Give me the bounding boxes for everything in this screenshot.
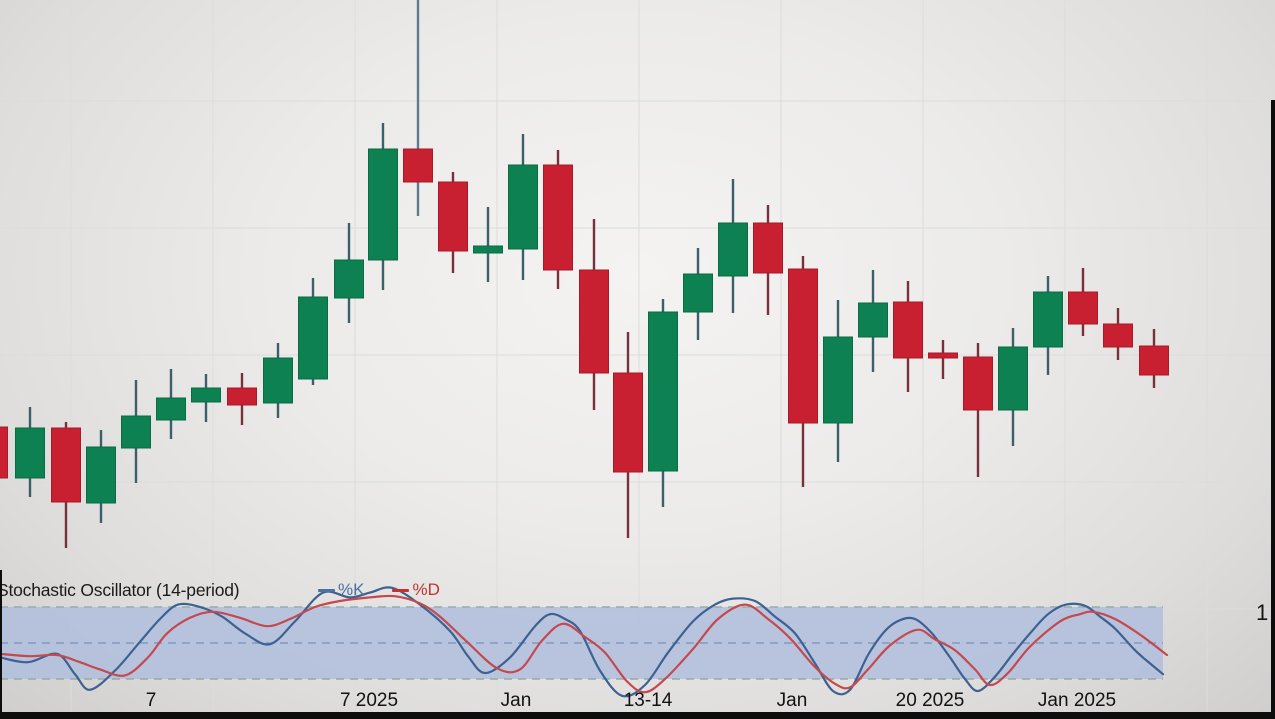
candle-up [86, 446, 116, 504]
candle-down [579, 269, 609, 374]
oscillator-legend: %K %D [318, 580, 468, 600]
candle-down [0, 426, 8, 479]
candle-down [613, 372, 643, 473]
candle-up [334, 259, 364, 299]
candle-down [928, 352, 958, 359]
percent-k-line [0, 586, 1165, 698]
x-axis-label: 7 2025 [339, 690, 399, 711]
candle-up [298, 296, 328, 380]
candle-down [1139, 345, 1169, 376]
x-axis-label: Jan 2025 [1037, 690, 1117, 711]
candle-up [121, 415, 151, 449]
candle-down [51, 427, 81, 503]
oscillator-title: Stochastic Oscillator (14-period) [0, 580, 240, 600]
candle-up [473, 245, 503, 254]
candle-up [998, 346, 1028, 411]
candle-down [1068, 291, 1098, 325]
x-axis-label: Jan [776, 690, 808, 711]
x-axis-label: 7 [145, 690, 157, 711]
candle-down [893, 301, 923, 359]
candle-down [753, 222, 783, 274]
candle-up [683, 273, 713, 313]
percent-k-legend-label: %K [338, 580, 365, 599]
percent-d-legend-dash [392, 588, 410, 592]
candles [0, 0, 1169, 548]
candle-up [191, 387, 221, 403]
left-border [0, 570, 2, 719]
x-axis-label: 13-14 [623, 690, 673, 711]
oscillator-scale-label: 1 [1256, 600, 1269, 625]
candle-down [543, 164, 573, 271]
candle-up [156, 397, 186, 421]
candle-down [1103, 323, 1133, 348]
candle-down [438, 181, 468, 252]
x-axis-label: Jan [500, 690, 532, 711]
candle-up [718, 222, 748, 277]
bottom-border [0, 712, 1275, 719]
percent-k-legend-dash [318, 588, 335, 592]
right-border [1271, 100, 1275, 719]
candle-up [648, 311, 678, 472]
percent-d-legend-label: %D [412, 580, 440, 599]
percent-d-line [0, 594, 1169, 694]
candle-up [1033, 291, 1063, 348]
oscillator-panel [0, 586, 1169, 698]
candle-down [403, 148, 433, 183]
candle-down [227, 387, 257, 406]
candle-down [963, 356, 993, 411]
candle-up [263, 357, 293, 404]
candle-up [368, 148, 398, 261]
candle-up [15, 427, 45, 479]
candle-up [823, 336, 853, 424]
x-axis-label: 20 2025 [895, 690, 965, 711]
candle-up [858, 302, 888, 338]
candle-up [508, 164, 538, 250]
candle-down [788, 268, 818, 424]
